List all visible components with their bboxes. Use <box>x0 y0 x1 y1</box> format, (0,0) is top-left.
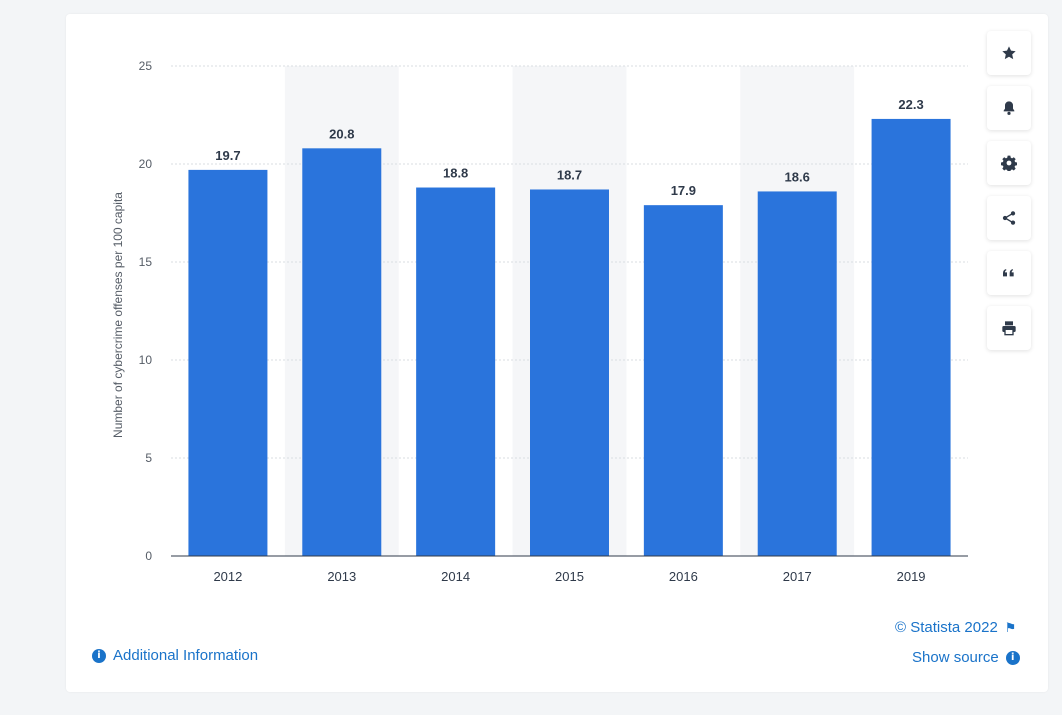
additional-information-link[interactable]: i Additional Information <box>92 647 258 664</box>
bar <box>416 187 496 556</box>
x-tick-label: 2016 <box>669 569 698 584</box>
value-label: 18.8 <box>443 166 468 181</box>
bar <box>302 148 382 556</box>
show-source-link[interactable]: Show source i <box>912 649 1020 666</box>
bar <box>757 191 837 556</box>
value-label: 18.7 <box>557 167 582 182</box>
info-icon: i <box>1005 650 1020 665</box>
y-tick-label: 10 <box>139 353 153 367</box>
y-tick-label: 5 <box>145 451 152 465</box>
bar <box>530 189 609 557</box>
cite-button[interactable] <box>987 251 1031 295</box>
x-tick-label: 2017 <box>783 569 812 584</box>
notification-button[interactable] <box>987 86 1031 130</box>
bell-icon <box>1003 101 1015 115</box>
x-tick-label: 2019 <box>897 569 926 584</box>
y-tick-label: 25 <box>139 59 153 73</box>
quote-icon <box>1003 269 1014 277</box>
bar <box>188 169 268 556</box>
y-tick-label: 20 <box>139 157 153 171</box>
y-tick-label: 15 <box>139 255 153 269</box>
bar <box>871 118 951 557</box>
statista-copyright[interactable]: © Statista 2022 ⚑ <box>895 619 1016 636</box>
bar <box>643 205 723 556</box>
gear-icon <box>1001 155 1017 171</box>
x-tick-label: 2014 <box>441 569 470 584</box>
star-icon <box>1002 46 1016 60</box>
y-tick-label: 0 <box>145 549 152 563</box>
settings-button[interactable] <box>987 141 1031 185</box>
value-label: 20.8 <box>329 126 354 141</box>
print-icon <box>1002 321 1016 336</box>
y-axis-title: Number of cybercrime offenses per 100 ca… <box>111 192 125 438</box>
additional-information-label: Additional Information <box>113 647 259 664</box>
x-tick-label: 2013 <box>327 569 356 584</box>
value-label: 19.7 <box>215 148 240 163</box>
x-tick-label: 2015 <box>555 569 584 584</box>
favorite-button[interactable] <box>987 31 1031 75</box>
share-button[interactable] <box>987 196 1031 240</box>
x-tick-label: 2012 <box>213 569 242 584</box>
share-icon <box>1002 211 1016 225</box>
info-icon: i <box>92 648 106 663</box>
value-label: 18.6 <box>785 169 810 184</box>
show-source-label: Show source <box>912 649 999 666</box>
flag-icon: ⚑ <box>1004 619 1017 635</box>
value-label: 22.3 <box>898 97 923 112</box>
copyright-text: © Statista 2022 <box>895 619 998 636</box>
value-label: 17.9 <box>671 183 696 198</box>
print-button[interactable] <box>987 306 1031 350</box>
